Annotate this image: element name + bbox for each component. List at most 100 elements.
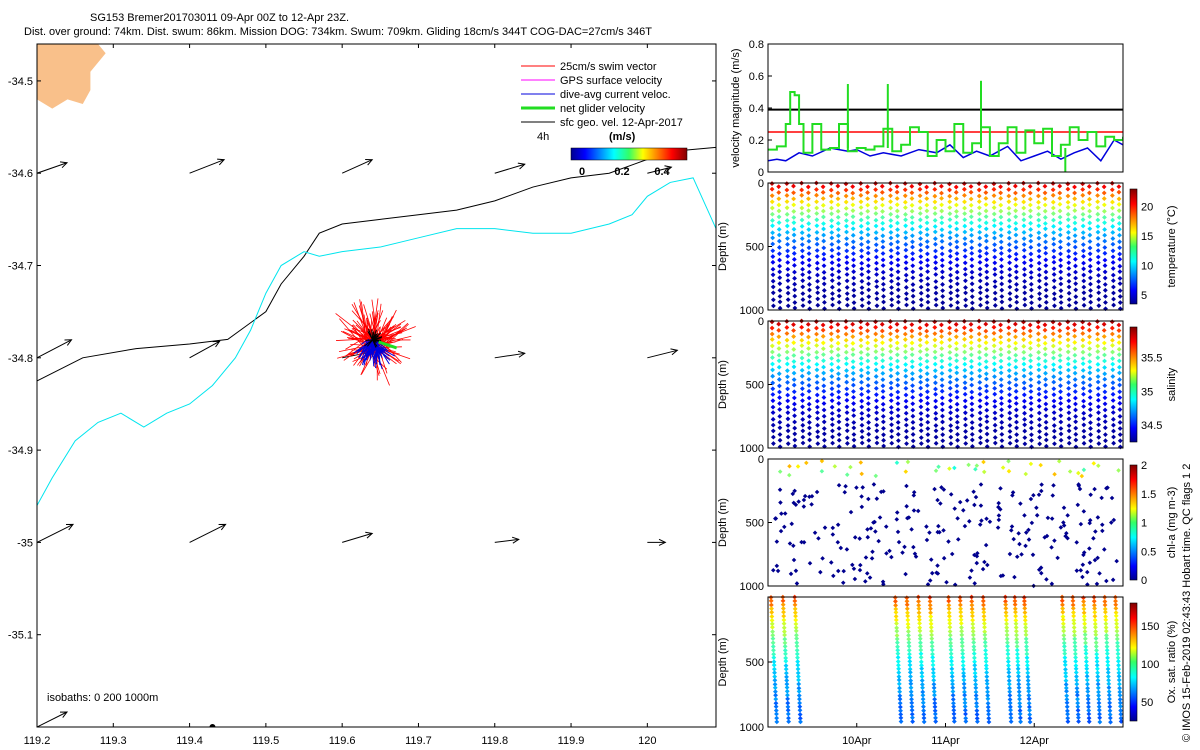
oxygen-point [1115,643,1121,649]
temperature-point [1051,241,1057,247]
chla-point [858,562,863,568]
temperature-point [1028,208,1033,214]
salinity-point [814,367,820,373]
oxygen-point [973,693,979,698]
temperature-point [830,296,835,302]
oxygen-point [793,628,799,634]
oxygen-point [1072,647,1078,653]
salinity-point [1006,349,1012,355]
oxygen-point [972,666,978,672]
chla-point [779,511,784,516]
salinity-point [962,374,968,380]
oxygen-point [907,662,913,668]
salinity-point [1073,444,1079,450]
oxygen-point [1004,621,1009,627]
oxygen-point [1014,644,1020,649]
salinity-point [791,370,797,376]
temperature-point [836,245,841,251]
oxygen-point [1071,617,1077,623]
temperature-point [828,199,834,205]
oxygen-point [972,670,978,676]
salinity-point [939,401,945,407]
salinity-point [1057,376,1063,382]
map-xtick-label-1: 119.3 [100,735,127,747]
oxygen-point [770,629,775,635]
salinity-point [799,380,805,386]
oxygen-point [946,606,952,612]
salinity-point [939,322,944,328]
salinity-point [1101,321,1107,327]
chla-point [884,551,889,556]
chla-point [866,496,871,502]
oxygen-point [773,704,779,710]
salinity-point [1022,441,1028,447]
temperature-point [1072,215,1078,220]
salinity-point [889,440,895,446]
chla-point [1076,470,1081,476]
chla-point [782,511,788,516]
oxygen-point [1073,658,1079,664]
temperature-point [1116,202,1122,207]
salinity-point [1072,395,1078,401]
oxygen-point [1016,689,1022,695]
oxygen-point [986,719,992,725]
chla-point [775,568,781,574]
temperature-point [909,220,915,226]
oxygen-point [921,708,927,714]
oxygen-point [1073,655,1078,660]
salinity-point [1028,406,1034,412]
salinity-point [924,328,930,334]
oxygen-point [908,678,914,684]
chla-point [1111,517,1117,523]
chla-point [1023,543,1028,549]
salinity-point [844,373,850,379]
salinity-point [939,407,945,413]
temperature-point [843,218,849,223]
temperature-point [968,184,974,189]
salinity-point [903,404,909,410]
oxygen-point [1083,651,1089,656]
salinity-point [998,322,1003,328]
temperature-point [895,220,900,226]
temperature-point [1021,230,1027,235]
dac-vector-60 [361,348,368,366]
salinity-point [933,410,939,416]
salinity-point [888,404,894,410]
temperature-point [948,278,954,284]
salinity-point [814,373,820,379]
salinity-point [1110,410,1116,415]
salinity-point [1051,350,1056,355]
salinity-point [918,362,923,367]
chla-point [848,509,854,515]
salinity-point [880,358,886,364]
salinity-point [1028,425,1034,431]
salinity-point [865,352,871,358]
temperature-point [815,285,820,290]
salinity-point [1081,386,1086,391]
temperature-point [1080,235,1086,241]
oxygen-point [1094,651,1100,657]
salinity-point [844,410,850,415]
oxygen-point [982,636,988,642]
salinity-point [909,359,915,364]
salinity-point [769,331,775,337]
salinity-point [776,340,782,346]
velocity-ytick-label-3: 0.6 [749,71,764,83]
temperature-point [1058,263,1064,269]
temperature-point [903,278,909,283]
salinity-point [865,370,871,376]
salinity-point [865,340,871,346]
salinity-point [1021,356,1027,361]
salinity-point [933,398,939,404]
temperature-point [932,211,938,216]
salinity-point [999,438,1005,444]
temperature-point [894,214,900,220]
temperature-point [895,239,901,245]
salinity-point [1087,352,1093,358]
salinity-point [1088,426,1093,431]
salinity-point [1014,419,1019,425]
temperature-point [866,300,872,306]
salinity-point [1036,380,1042,385]
chla-point [782,524,787,530]
